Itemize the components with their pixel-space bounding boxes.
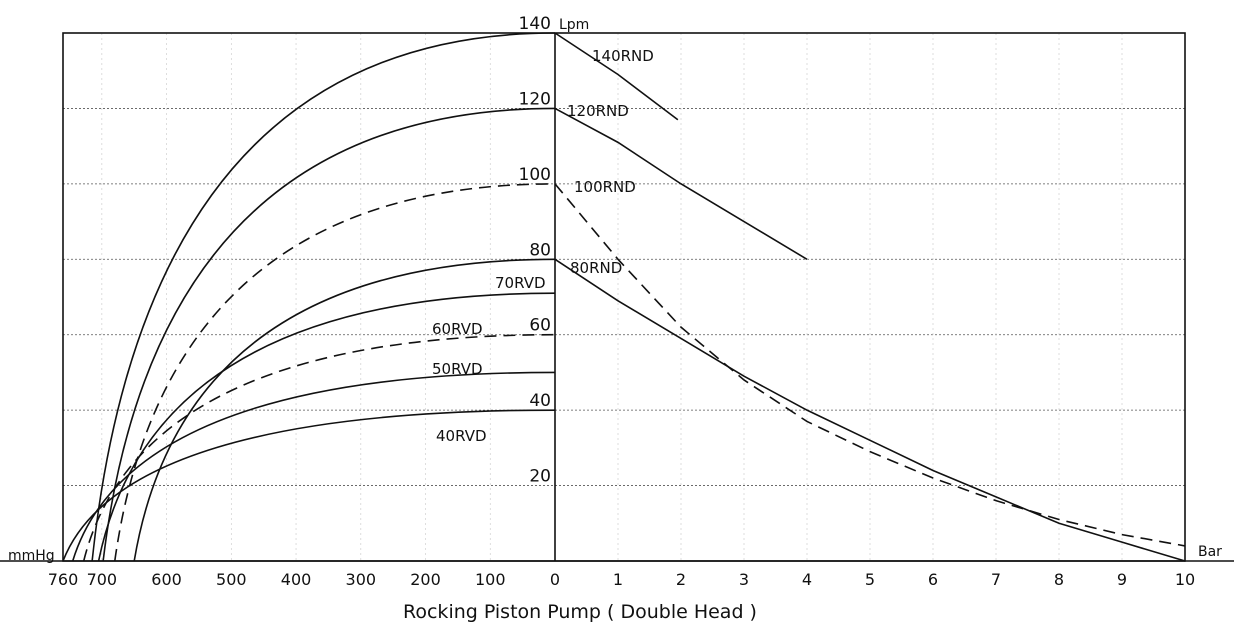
pressure-unit-label: Bar — [1198, 544, 1222, 560]
pressure-tick-label: 6 — [928, 570, 938, 589]
vacuum-curve — [133, 258, 556, 562]
pressure-curve — [554, 183, 1186, 547]
pressure-tick-label: 8 — [1054, 570, 1064, 589]
y-tick-label: 100 — [519, 165, 551, 185]
vacuum-tick-label: 600 — [151, 570, 182, 589]
pressure-tick-label: 3 — [739, 570, 749, 589]
series-label: 120RND — [567, 102, 629, 120]
vacuum-curve — [62, 409, 556, 562]
y-tick-label: 140 — [519, 14, 551, 34]
vacuum-tick-label: 500 — [216, 570, 247, 589]
vacuum-curve — [82, 333, 556, 562]
chart-title: Rocking Piston Pump ( Double Head ) — [403, 601, 757, 623]
vacuum-unit-label: mmHg — [8, 548, 55, 564]
pressure-tick-label: 4 — [802, 570, 812, 589]
y-tick-label: 60 — [529, 316, 551, 336]
pressure-curve — [554, 32, 679, 121]
pressure-tick-label: 9 — [1117, 570, 1127, 589]
y-tick-label: 40 — [529, 391, 551, 411]
vacuum-curve — [71, 371, 556, 562]
vacuum-tick-label: 200 — [410, 570, 441, 589]
y-unit-label: Lpm — [559, 17, 589, 33]
y-tick-label: 20 — [529, 467, 551, 487]
vacuum-tick-label: 400 — [281, 570, 312, 589]
series-label: 40RVD — [436, 427, 487, 445]
pressure-tick-label: 1 — [613, 570, 623, 589]
y-tick-label: 80 — [529, 240, 551, 260]
vacuum-tick-label: 700 — [87, 570, 118, 589]
series-label: 80RND — [570, 259, 622, 277]
pressure-tick-label: 7 — [991, 570, 1001, 589]
series-label: 50RVD — [432, 360, 483, 378]
y-tick-label: 120 — [519, 89, 551, 109]
chart-curves — [62, 32, 1186, 562]
chart-frame — [0, 32, 1234, 562]
vacuum-tick-label: 300 — [346, 570, 377, 589]
series-label: 100RND — [574, 178, 636, 196]
vacuum-tick-label: 760 — [48, 570, 79, 589]
vacuum-curve — [91, 32, 556, 562]
vacuum-curve — [97, 292, 556, 562]
vacuum-curve — [113, 183, 556, 562]
series-label: 60RVD — [432, 320, 483, 338]
pressure-tick-label: 5 — [865, 570, 875, 589]
vacuum-tick-label: 0 — [550, 570, 560, 589]
pressure-curve — [554, 107, 808, 260]
pressure-tick-label: 10 — [1175, 570, 1195, 589]
vacuum-curve — [102, 107, 556, 562]
chart-grid — [63, 33, 1185, 561]
vacuum-tick-label: 100 — [475, 570, 506, 589]
series-label: 140RND — [592, 47, 654, 65]
series-label: 70RVD — [495, 274, 546, 292]
pressure-tick-label: 2 — [676, 570, 686, 589]
pressure-curve — [554, 258, 1186, 562]
